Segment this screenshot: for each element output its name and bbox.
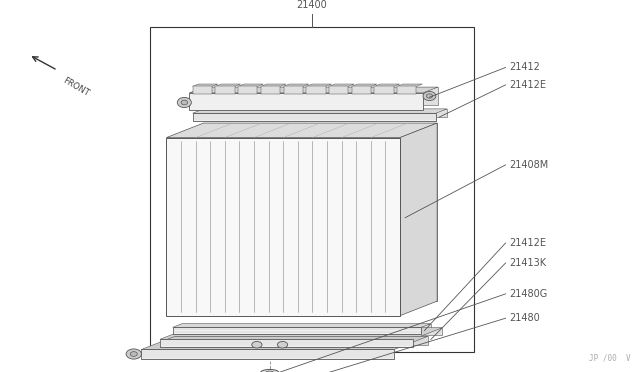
Polygon shape	[329, 86, 348, 94]
Polygon shape	[166, 138, 400, 316]
Polygon shape	[284, 86, 303, 94]
Polygon shape	[160, 328, 442, 339]
Polygon shape	[189, 328, 442, 335]
Ellipse shape	[426, 94, 433, 98]
Polygon shape	[352, 86, 371, 94]
Polygon shape	[215, 84, 241, 86]
Polygon shape	[397, 84, 422, 86]
Polygon shape	[374, 86, 394, 94]
Text: JP /00  V: JP /00 V	[589, 354, 630, 363]
Text: 21412E: 21412E	[509, 238, 546, 248]
Polygon shape	[261, 84, 286, 86]
Text: 21480: 21480	[509, 313, 540, 323]
Polygon shape	[189, 93, 423, 110]
Polygon shape	[238, 86, 257, 94]
Ellipse shape	[126, 349, 141, 359]
Ellipse shape	[266, 371, 273, 372]
Ellipse shape	[277, 341, 287, 348]
Polygon shape	[166, 123, 437, 138]
Polygon shape	[193, 113, 436, 121]
Polygon shape	[261, 86, 280, 94]
Ellipse shape	[177, 97, 191, 108]
Polygon shape	[193, 84, 218, 86]
Polygon shape	[182, 324, 431, 330]
Text: 21480G: 21480G	[509, 289, 547, 299]
Polygon shape	[193, 109, 447, 113]
Polygon shape	[173, 327, 421, 334]
Polygon shape	[400, 123, 437, 316]
Polygon shape	[204, 123, 437, 301]
Ellipse shape	[260, 369, 278, 372]
Polygon shape	[193, 86, 212, 94]
Polygon shape	[307, 86, 326, 94]
Polygon shape	[215, 86, 235, 94]
Text: 21413K: 21413K	[509, 258, 546, 268]
Bar	[150, 27, 474, 352]
Polygon shape	[189, 87, 438, 93]
Polygon shape	[374, 84, 399, 86]
Polygon shape	[141, 349, 394, 359]
Polygon shape	[307, 84, 332, 86]
Text: 21412E: 21412E	[509, 80, 546, 90]
Polygon shape	[284, 84, 308, 86]
Polygon shape	[329, 84, 354, 86]
Polygon shape	[173, 324, 431, 327]
Ellipse shape	[181, 100, 188, 105]
Ellipse shape	[252, 341, 262, 348]
Polygon shape	[238, 84, 263, 86]
Polygon shape	[141, 336, 428, 349]
Polygon shape	[352, 84, 377, 86]
Polygon shape	[397, 86, 417, 94]
Text: FRONT: FRONT	[61, 76, 90, 98]
Polygon shape	[175, 336, 428, 346]
Text: 21400: 21400	[296, 0, 328, 10]
Polygon shape	[204, 109, 447, 117]
Text: 21412: 21412	[509, 62, 540, 73]
Ellipse shape	[423, 92, 436, 100]
Polygon shape	[160, 339, 413, 347]
Polygon shape	[204, 87, 438, 105]
Ellipse shape	[131, 352, 138, 356]
Text: 21408M: 21408M	[509, 160, 548, 170]
